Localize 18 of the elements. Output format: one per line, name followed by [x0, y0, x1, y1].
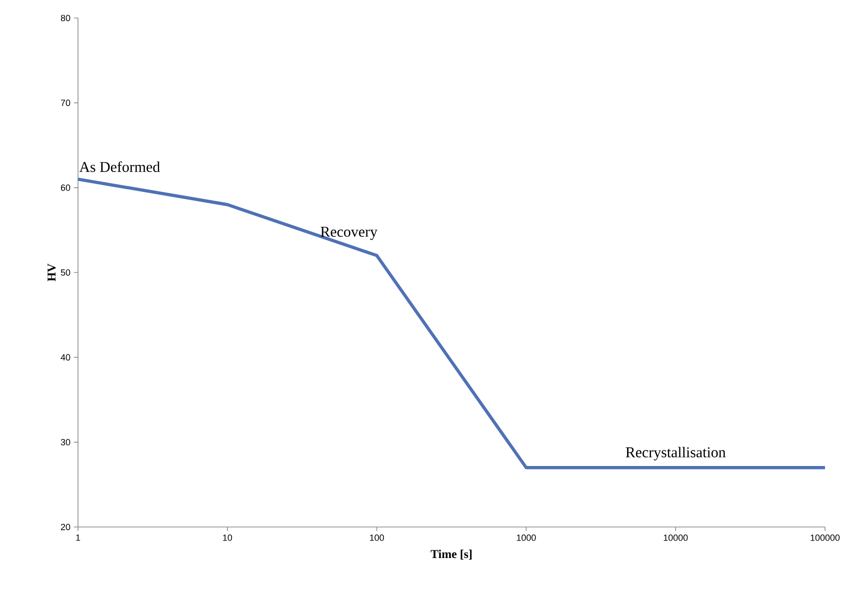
- x-tick-label: 10000: [664, 534, 688, 541]
- x-tick-label: 100: [370, 534, 384, 541]
- y-axis-title: HV: [48, 264, 56, 282]
- annotation: Recovery: [320, 226, 378, 240]
- x-tick-label: 1: [76, 534, 80, 541]
- y-tick-label: 80: [60, 14, 70, 22]
- y-tick-label: 50: [60, 269, 70, 276]
- y-tick-label: 20: [60, 524, 70, 530]
- y-tick-label: 60: [60, 184, 70, 191]
- x-tick-label: 1000: [516, 534, 536, 541]
- x-tick-label: 10: [223, 534, 232, 541]
- y-tick-label: 40: [60, 354, 70, 361]
- annotation: Recrystallisation: [626, 446, 726, 460]
- y-tick-label: 30: [60, 438, 70, 446]
- y-tick-label: 70: [60, 100, 70, 106]
- x-axis-title: Time [s]: [430, 550, 472, 560]
- annotation: As Deformed: [79, 161, 160, 172]
- x-tick-label: 100000: [810, 534, 840, 541]
